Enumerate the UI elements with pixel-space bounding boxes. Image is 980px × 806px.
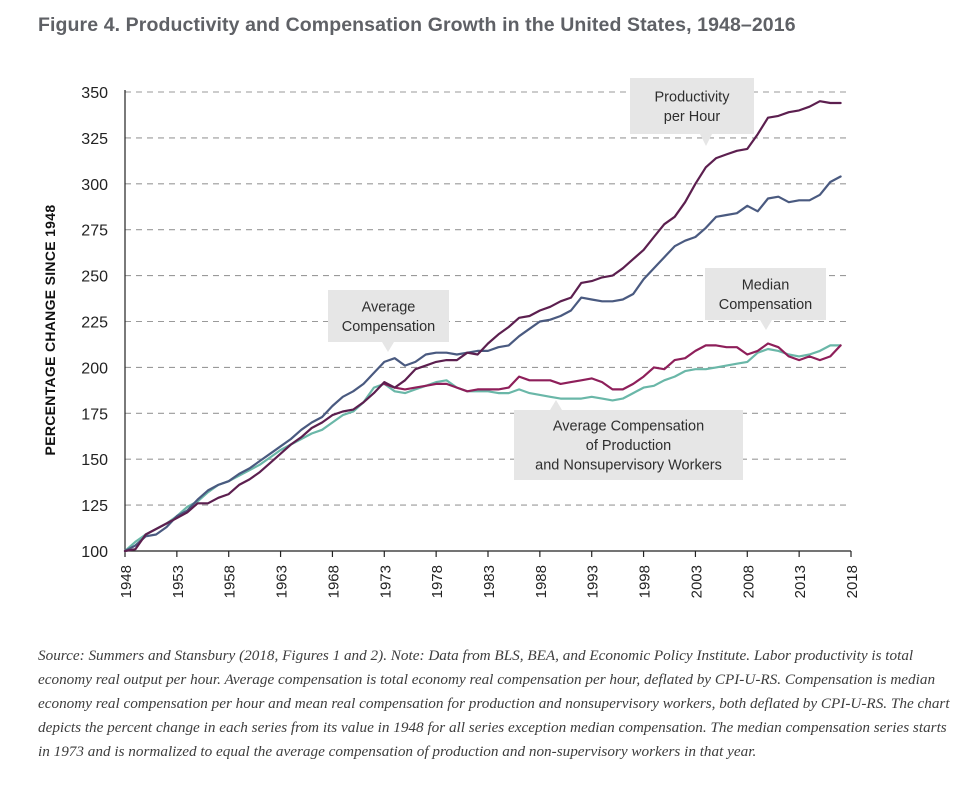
callout-label: and Nonsupervisory Workers (535, 458, 722, 474)
y-tick-label: 175 (81, 406, 108, 423)
callout-average-compensation: Average Compensation (328, 290, 449, 352)
x-tick-label: 1958 (222, 565, 239, 598)
callout-label: Median (742, 277, 790, 293)
callout-pointer (382, 342, 394, 352)
y-tick-label: 350 (81, 85, 108, 102)
figure-title: Figure 4. Productivity and Compensation … (38, 14, 796, 36)
callout-label: Compensation (342, 319, 436, 335)
y-tick-label: 325 (81, 131, 108, 148)
source-note: Source: Summers and Stansbury (2018, Fig… (38, 647, 950, 760)
callout-label: of Production (586, 438, 671, 454)
x-tick-label: 2018 (844, 565, 861, 598)
callout-median-compensation: Median Compensation (705, 268, 826, 330)
y-tick-label: 225 (81, 315, 108, 332)
x-tick-label: 1983 (481, 565, 498, 598)
x-tick-label: 1968 (325, 565, 342, 598)
callout-box (630, 78, 754, 134)
callout-label: per Hour (664, 109, 721, 125)
y-tick-label: 300 (81, 177, 108, 194)
series-line-production-workers (123, 344, 842, 553)
x-tick-label: 1993 (585, 565, 602, 598)
callout-pointer (700, 134, 712, 146)
callout-pointer (550, 400, 562, 410)
line-chart: 100 125 150 175 200 225 250 275 300 325 350 1948 195… (42, 78, 861, 598)
series-line-productivity (123, 100, 842, 553)
callout-production-workers: Average Compensation of Production and Non… (514, 400, 743, 480)
callout-label: Compensation (719, 297, 813, 313)
y-tick-label: 100 (81, 544, 108, 561)
callout-label: Productivity (655, 89, 731, 105)
callout-box (705, 268, 826, 320)
axes: 100 125 150 175 200 225 250 275 300 325 350 1948 195… (81, 85, 861, 598)
x-tick-label: 1973 (377, 565, 394, 598)
x-tick-label: 1998 (637, 565, 654, 598)
x-tick-label: 1978 (429, 565, 446, 598)
x-tick-label: 1948 (118, 565, 135, 598)
x-tick-label: 2013 (792, 565, 809, 598)
callout-pointer (760, 320, 772, 330)
y-tick-label: 150 (81, 452, 108, 469)
x-tick-label: 1963 (274, 565, 291, 598)
y-tick-label: 200 (81, 360, 108, 377)
callout-label: Average Compensation (553, 419, 704, 435)
y-axis-label: PERCENTAGE CHANGE SINCE 1948 (42, 205, 58, 456)
series-lines (123, 100, 842, 553)
x-tick-label: 1953 (170, 565, 187, 598)
series-line-average-compensation (123, 175, 842, 553)
y-tick-label: 125 (81, 498, 108, 515)
callout-box (328, 290, 449, 342)
series-line-median-compensation (383, 342, 842, 393)
callout-label: Average (362, 299, 416, 315)
x-tick-label: 2008 (740, 565, 757, 598)
x-tick-label: 2003 (688, 565, 705, 598)
x-tick-label: 1988 (533, 565, 550, 598)
callout-box (514, 410, 743, 480)
y-tick-label: 250 (81, 269, 108, 286)
y-tick-label: 275 (81, 223, 108, 240)
callout-productivity: Productivity per Hour (630, 78, 754, 146)
